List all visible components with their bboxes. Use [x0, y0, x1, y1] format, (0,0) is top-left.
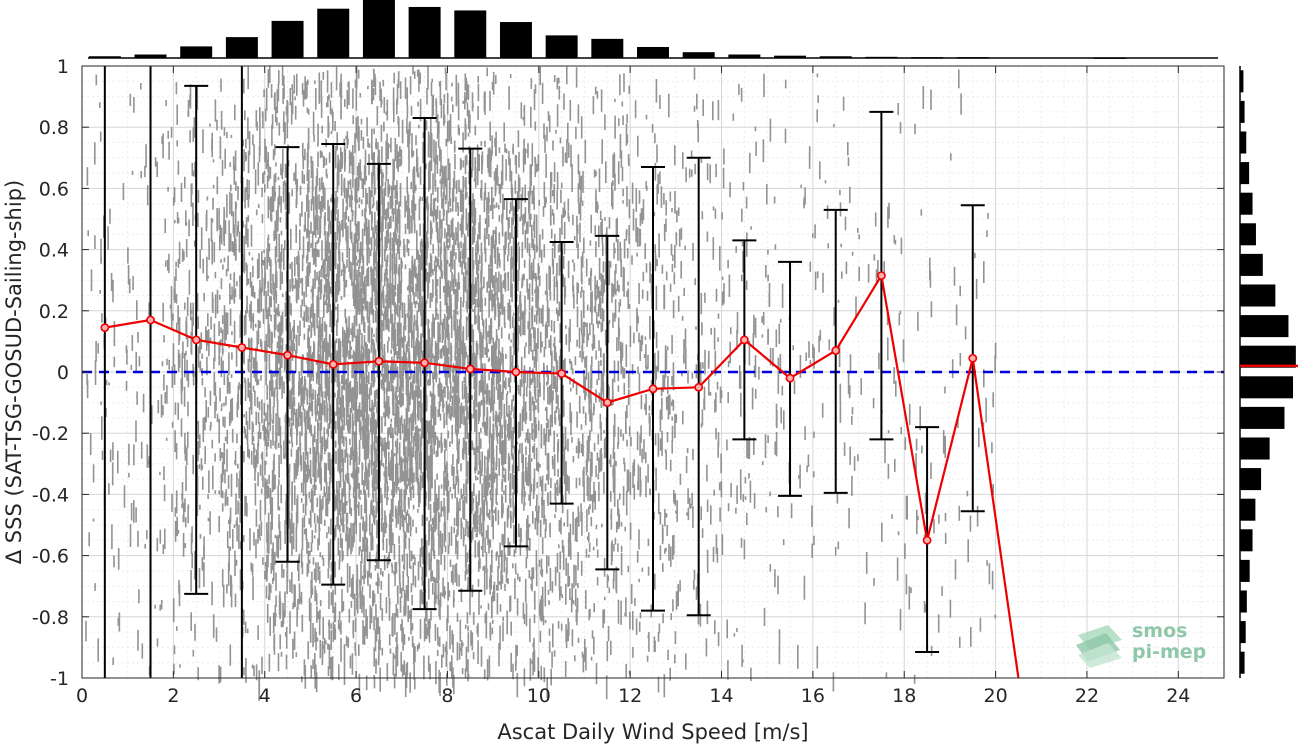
x-tick-label: 6 [350, 685, 362, 707]
right-hist-bar [1240, 651, 1245, 674]
top-hist-bar [134, 54, 167, 58]
right-hist-bar [1240, 223, 1256, 246]
smos-logo: smos pi-mep [1076, 620, 1206, 668]
x-tick-label: 22 [1075, 685, 1099, 707]
top-hist-bar [591, 38, 624, 58]
x-tick-label: 20 [984, 685, 1008, 707]
mean-point [968, 353, 978, 363]
right-hist-bar [1240, 131, 1247, 154]
y-tick-label: 0.2 [39, 301, 69, 323]
y-tick-label: 1 [57, 56, 69, 78]
top-hist-bar [637, 46, 669, 58]
right-hist-bar [1240, 70, 1244, 93]
x-ticks: 0 2 4 6 8 10 12 14 16 18 20 22 24 [76, 66, 1190, 707]
top-hist-bar [317, 8, 350, 58]
x-tick-label: 10 [527, 685, 551, 707]
mean-point [420, 358, 429, 368]
right-hist-bar [1240, 253, 1263, 276]
y-tick-label: 0.8 [39, 117, 69, 139]
top-hist-bar [362, 0, 395, 58]
right-hist-bar [1240, 315, 1289, 338]
mean-point [785, 373, 795, 383]
x-tick-label: 12 [618, 685, 642, 707]
right-hist-bar [1240, 529, 1253, 552]
top-hist-bar [728, 54, 761, 58]
right-hist-bar [1240, 559, 1250, 582]
y-tick-label: -0.4 [32, 484, 69, 506]
mean-point [511, 367, 521, 377]
logo-mark-icon [1076, 625, 1122, 668]
right-hist-bar [1240, 498, 1256, 521]
top-hist-bar [271, 20, 304, 59]
top-hist-bar [774, 55, 807, 58]
mean-point [328, 359, 338, 369]
top-hist-bar [180, 46, 213, 58]
mean-point [237, 343, 247, 352]
x-axis-label: Ascat Daily Wind Speed [m/s] [497, 720, 808, 744]
mean-point [602, 398, 612, 407]
y-tick-label: -1 [50, 668, 69, 690]
y-ticks: -1 -0.8 -0.6 -0.4 -0.2 0 0.2 0.4 0.6 0.8 1 [32, 56, 1224, 690]
x-tick-label: 0 [76, 685, 88, 707]
y-tick-label: 0.4 [39, 240, 69, 262]
right-histogram [1239, 66, 1298, 678]
x-tick-label: 8 [441, 685, 453, 707]
mean-point [922, 535, 932, 545]
right-hist-bar [1240, 406, 1285, 429]
top-hist-bar [225, 37, 258, 58]
top-hist-bar [682, 52, 715, 58]
right-hist-bar [1240, 621, 1246, 644]
top-hist-bar [956, 57, 989, 59]
top-hist-bar [911, 57, 944, 59]
mean-series [100, 271, 1020, 679]
x-tick-label: 2 [167, 685, 179, 707]
right-hist-bar [1240, 284, 1276, 307]
right-hist-bar [1240, 162, 1250, 185]
y-axis-label: Δ SSS (SAT-TSG-GOSUD-Sailing-ship) [2, 180, 26, 564]
x-tick-label: 14 [709, 685, 733, 707]
mean-point [648, 384, 658, 394]
logo-text-line1: smos [1132, 620, 1187, 642]
top-hist-bar [408, 6, 441, 59]
top-hist-bar [865, 56, 898, 59]
x-tick-label: 16 [801, 685, 825, 707]
right-hist-bar [1240, 192, 1253, 215]
mean-point [877, 271, 886, 281]
right-hist-bar [1240, 376, 1294, 399]
right-hist-bar [1240, 100, 1245, 123]
mean-point [100, 323, 110, 333]
top-hist-bar [545, 35, 578, 58]
y-tick-label: 0 [57, 362, 69, 384]
right-hist-bar [1240, 345, 1296, 368]
top-hist-bar [454, 10, 487, 59]
right-hist-bar [1240, 437, 1270, 460]
y-tick-label: -0.8 [32, 607, 69, 629]
x-tick-label: 18 [892, 685, 916, 707]
top-hist-bar [499, 22, 532, 58]
mean-point [374, 356, 384, 366]
y-tick-label: 0.6 [39, 178, 69, 200]
mean-point [831, 346, 841, 355]
mean-point [465, 364, 475, 374]
mean-point [191, 335, 201, 345]
top-hist-bar [1093, 57, 1126, 59]
mean-point [557, 369, 567, 378]
y-tick-label: -0.2 [32, 423, 69, 445]
mean-point [739, 335, 749, 345]
x-tick-label: 24 [1166, 685, 1190, 707]
mean-point [283, 350, 292, 360]
top-histogram [88, 0, 1218, 59]
logo-text-line2: pi-mep [1132, 641, 1206, 663]
right-hist-bar [1240, 468, 1262, 491]
mean-point [146, 315, 155, 325]
right-hist-bar [1240, 590, 1247, 613]
top-hist-bar [819, 56, 852, 58]
mean-point [694, 382, 704, 392]
x-tick-label: 4 [259, 685, 271, 707]
top-hist-bar [88, 56, 121, 58]
y-tick-label: -0.6 [32, 546, 69, 568]
